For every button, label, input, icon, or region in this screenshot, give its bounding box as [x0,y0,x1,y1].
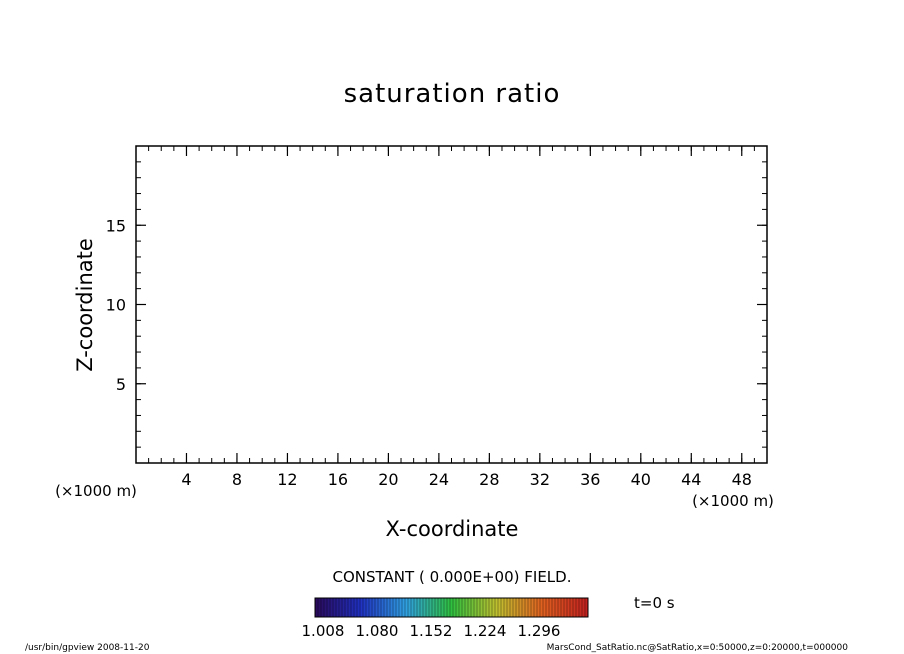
x-tick-label: 24 [429,470,449,489]
y-major-ticks [136,224,767,385]
y-tick-label: 15 [106,216,126,235]
y-tick-label: 5 [116,375,126,394]
x-tick-label: 8 [232,470,242,489]
x-tick-label: 4 [181,470,191,489]
footer-left: /usr/bin/gpview 2008-11-20 [25,643,150,653]
x-tick-label: 20 [378,470,398,489]
x-major-ticks [185,146,743,463]
x-minor-ticks [148,146,755,463]
y-minor-ticks [136,161,767,448]
x-tick-label: 40 [631,470,651,489]
colorbar [314,597,589,618]
chart-title: saturation ratio [344,79,561,109]
colorbar-tick-labels: 1.008 1.080 1.152 1.224 1.296 [302,622,561,640]
colorbar-stripes [317,598,586,617]
field-note: CONSTANT ( 0.000E+00) FIELD. [333,568,572,586]
x-tick-label: 44 [681,470,701,489]
y-unit-label: (×1000 m) [55,482,137,500]
x-tick-label: 36 [580,470,600,489]
colorbar-tick-label: 1.152 [410,622,453,640]
x-unit-label: (×1000 m) [692,492,774,510]
x-tick-labels: 4 8 12 16 20 24 28 32 36 40 44 48 [181,470,752,489]
footer-right: MarsCond_SatRatio.nc@SatRatio,x=0:50000,… [547,643,849,653]
y-axis-title: Z-coordinate [73,238,97,372]
y-tick-labels: 5 10 15 [106,216,126,394]
colorbar-tick-label: 1.224 [464,622,507,640]
x-axis-title: X-coordinate [386,517,519,541]
colorbar-tick-label: 1.008 [302,622,345,640]
time-label: t=0 s [634,594,675,612]
y-tick-label: 10 [106,296,126,315]
plot-frame [135,145,768,464]
x-tick-label: 12 [277,470,297,489]
x-tick-label: 28 [479,470,499,489]
x-tick-label: 16 [328,470,348,489]
colorbar-tick-label: 1.080 [356,622,399,640]
colorbar-tick-label: 1.296 [518,622,561,640]
x-tick-label: 32 [530,470,550,489]
x-tick-label: 48 [732,470,752,489]
